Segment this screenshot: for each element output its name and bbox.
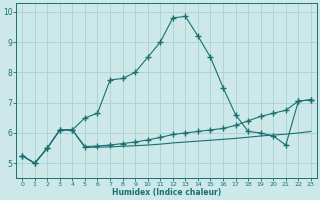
- X-axis label: Humidex (Indice chaleur): Humidex (Indice chaleur): [112, 188, 221, 197]
